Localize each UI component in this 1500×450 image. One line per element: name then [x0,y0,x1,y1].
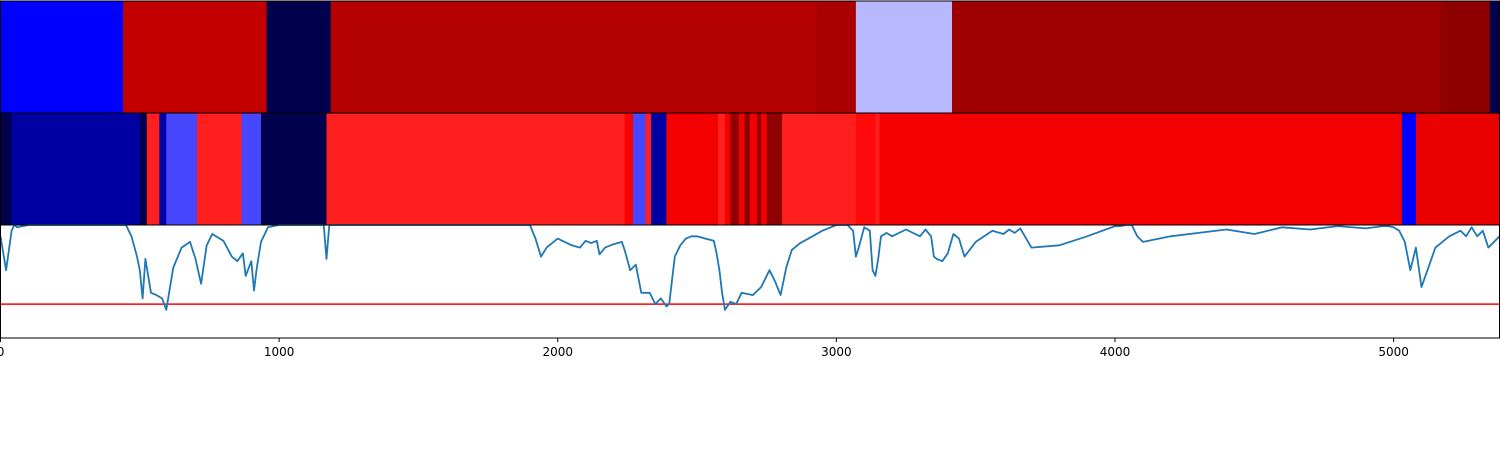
x-tick-label-1: 1000 [264,345,295,359]
series-line [0,224,1500,311]
middle-strip-cell-9 [326,113,626,225]
top-strip-cell-2 [266,1,332,113]
middle-strip-cell-16 [724,113,731,225]
top-strip-cell-4 [816,1,857,113]
middle-strip-cell-13 [651,113,667,225]
middle-strip-cell-15 [717,113,726,225]
middle-strip-cell-18 [738,113,745,225]
middle-heatmap-strip [0,113,1500,225]
top-strip-cell-1 [123,1,267,113]
x-tick-label-2: 2000 [542,345,573,359]
middle-strip-cell-2 [139,113,148,225]
x-tick-label-0: 0 [0,345,4,359]
middle-strip-cell-14 [666,113,719,225]
top-strip-cell-0 [0,1,124,113]
middle-strip-cell-6 [196,113,242,225]
middle-strip-cell-1 [11,113,141,225]
middle-strip-cell-27 [879,113,1403,225]
middle-strip-cell-5 [166,113,198,225]
middle-strip-cell-3 [146,113,160,225]
x-tick-label-3: 3000 [821,345,852,359]
middle-strip-cell-0 [0,113,13,225]
middle-strip-cell-28 [1401,113,1417,225]
top-strip-cell-5 [855,1,953,113]
middle-strip-cell-19 [744,113,751,225]
middle-strip-cell-21 [756,113,762,225]
x-tick-label-5: 5000 [1378,345,1409,359]
middle-strip-cell-11 [632,113,646,225]
middle-strip-cell-8 [261,113,327,225]
middle-strip-cell-17 [730,113,740,225]
middle-strip-cell-23 [766,113,783,225]
x-tick-label-4: 4000 [1100,345,1131,359]
line-panel-background [0,225,1500,338]
top-strip-cell-3 [330,1,818,113]
middle-strip-cell-29 [1415,113,1500,225]
middle-strip-cell-10 [624,113,634,225]
top-strip-cell-8 [1489,1,1500,113]
middle-strip-cell-7 [241,113,262,225]
top-strip-cell-7 [1440,1,1491,113]
middle-strip-cell-4 [159,113,167,225]
line-plot-panel [0,224,1500,338]
top-strip-cell-6 [952,1,1442,113]
middle-strip-cell-20 [750,113,758,225]
middle-strip-cell-22 [761,113,768,225]
top-heatmap-strip [0,1,1500,113]
middle-strip-cell-12 [645,113,652,225]
middle-strip-cell-25 [855,113,876,225]
middle-strip-cell-26 [875,113,880,225]
middle-strip-cell-24 [782,113,857,225]
x-axis: 0 1000 2000 3000 4000 5000 [0,338,1409,359]
